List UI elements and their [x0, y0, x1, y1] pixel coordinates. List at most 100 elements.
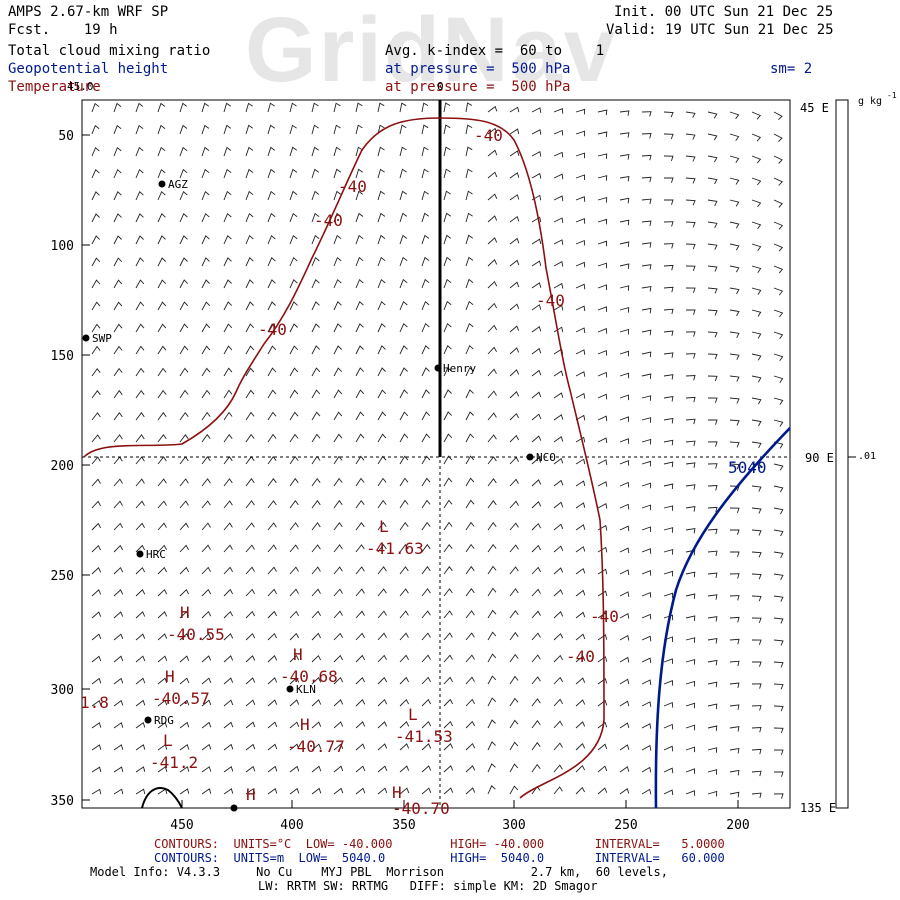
wind-barb: [751, 573, 762, 580]
wind-barb: [267, 257, 276, 267]
wind-barb: [443, 433, 453, 443]
wind-barb: [707, 287, 718, 294]
wind-barb: [245, 367, 255, 377]
field-cloud-label: Total cloud mixing ratio: [8, 43, 211, 59]
colorbar: [835, 99, 849, 809]
wind-barb: [135, 235, 144, 245]
wind-barb: [531, 172, 542, 179]
wind-barb: [333, 389, 343, 399]
wind-barb: [575, 764, 586, 773]
wind-barb: [663, 701, 674, 708]
wind-barb: [641, 744, 652, 751]
wind-barb: [135, 544, 145, 553]
wind-barb: [773, 595, 784, 602]
wind-barb: [179, 788, 190, 795]
wind-barb: [641, 307, 652, 314]
wind-barb: [399, 521, 409, 531]
wind-barb: [729, 638, 740, 645]
wind-barb: [311, 721, 322, 729]
wind-barb: [575, 524, 586, 531]
wind-barb: [157, 323, 167, 333]
wind-barb: [135, 677, 146, 685]
wind-barb: [245, 478, 255, 487]
wind-barb: [289, 544, 299, 553]
field-height-label: Geopotential height: [8, 61, 169, 77]
wind-barb: [289, 389, 299, 399]
wind-barb: [399, 588, 409, 597]
wind-barb: [487, 280, 498, 289]
wind-barb: [333, 588, 343, 597]
wind-barb: [773, 287, 784, 296]
wind-barb: [487, 215, 498, 223]
wind-barb: [201, 411, 211, 421]
wind-barb: [113, 389, 123, 399]
wind-barb: [531, 522, 542, 531]
wind-barb: [223, 367, 233, 377]
wind-barb: [443, 256, 452, 267]
wind-barb: [135, 345, 145, 355]
wind-barb: [751, 155, 762, 164]
wind-barb: [421, 124, 429, 135]
wind-barb: [729, 441, 740, 448]
wind-barb: [509, 763, 519, 773]
wind-barb: [531, 435, 542, 443]
wind-barb: [509, 631, 519, 641]
x-tick-label: 450: [170, 818, 193, 833]
wind-barb: [267, 655, 278, 663]
wind-barb: [773, 375, 784, 383]
wind-barb: [663, 658, 674, 664]
wind-barb: [157, 257, 166, 267]
wind-barb: [311, 323, 320, 333]
wind-barb: [619, 175, 630, 182]
wind-barb: [465, 168, 473, 179]
wind-barb: [135, 633, 146, 641]
wind-barb: [729, 616, 740, 623]
init-time: Init. 00 UTC Sun 21 Dec 25: [614, 4, 834, 20]
wind-barb: [135, 766, 146, 773]
wind-barb: [223, 212, 232, 223]
wind-barb: [531, 413, 542, 421]
wind-barb: [399, 743, 410, 751]
wind-barb: [575, 743, 586, 751]
wind-barb: [91, 390, 101, 399]
wind-barb: [619, 110, 630, 116]
wind-barb: [487, 565, 497, 575]
wind-barb: [179, 411, 189, 421]
wind-barb: [355, 433, 365, 443]
wind-barb: [399, 256, 408, 267]
wind-barb: [575, 218, 586, 224]
wind-barb: [751, 617, 762, 624]
wind-barb: [685, 571, 696, 578]
wind-barb: [641, 679, 652, 686]
wind-barb: [509, 325, 520, 333]
wind-barb: [267, 566, 277, 575]
wind-barb: [685, 680, 696, 687]
wind-barb: [509, 150, 520, 157]
wind-barb: [311, 389, 321, 399]
wind-barb: [421, 455, 431, 465]
wind-barb: [355, 765, 366, 773]
wind-barb: [641, 417, 652, 423]
wind-barb: [289, 477, 299, 487]
wind-barb: [355, 499, 365, 509]
wind-barb: [289, 124, 297, 135]
wind-barb: [91, 567, 102, 575]
wind-barb: [245, 323, 255, 333]
wind-barb: [333, 234, 342, 245]
wind-barb: [443, 322, 452, 333]
wind-barb: [223, 102, 231, 113]
wind-barb: [663, 133, 674, 140]
wind-barb: [509, 719, 519, 729]
wind-barb: [641, 264, 652, 270]
wind-barb: [487, 521, 497, 531]
wind-barb: [245, 610, 255, 619]
wind-barb: [245, 788, 256, 795]
wind-barb: [157, 766, 168, 773]
wind-barb: [157, 301, 167, 311]
wind-barb: [399, 544, 409, 553]
wind-barb: [311, 477, 321, 487]
wind-barb: [641, 635, 652, 642]
wind-barb: [135, 699, 146, 707]
wind-barb: [663, 723, 674, 730]
wind-barb: [91, 522, 101, 531]
